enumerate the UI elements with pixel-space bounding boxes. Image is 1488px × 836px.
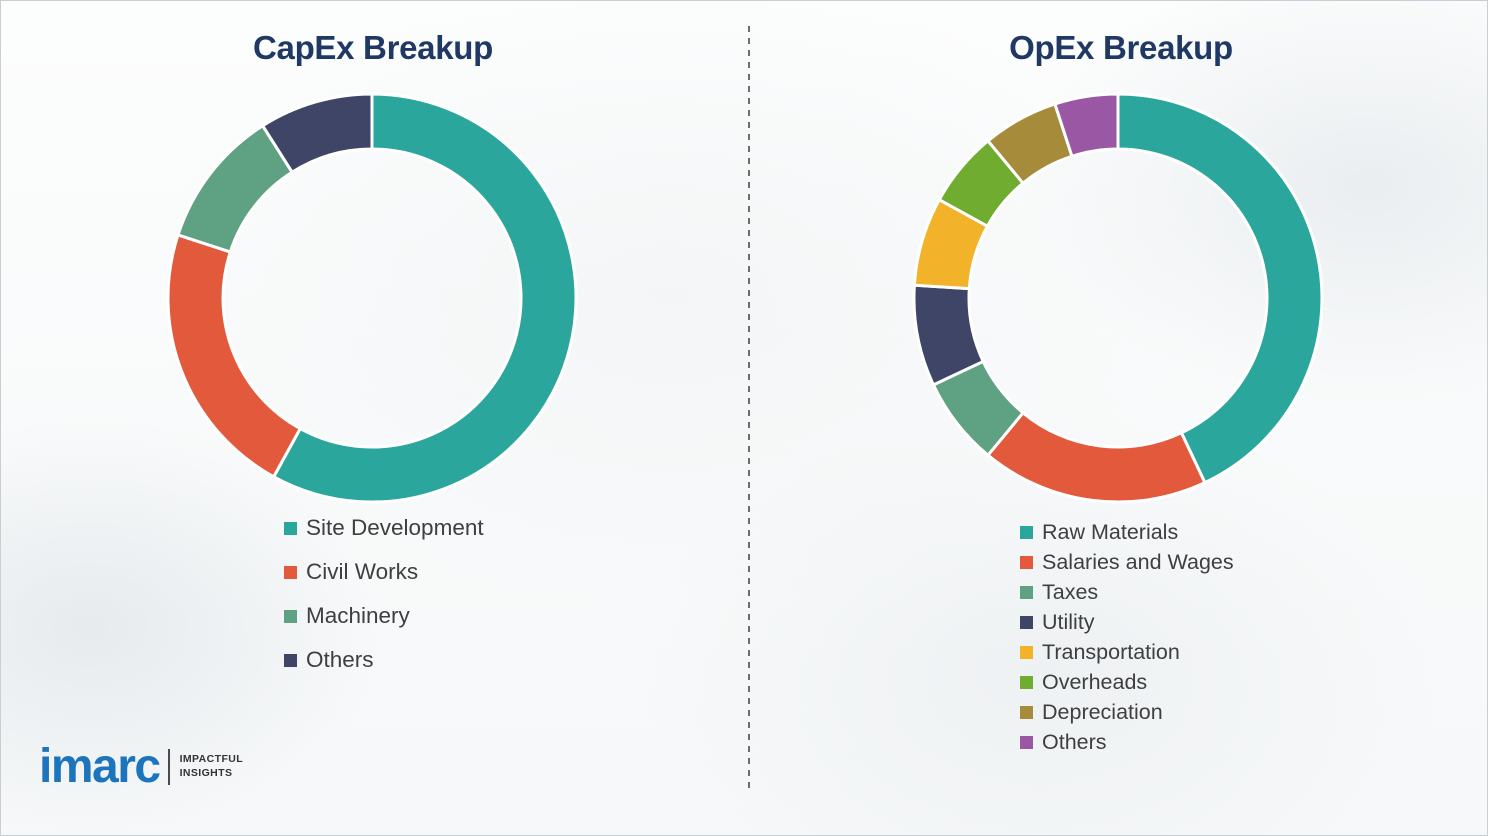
divider-dashed-line (748, 26, 750, 794)
legend-item: Salaries and Wages (1020, 547, 1234, 577)
legend-swatch (284, 653, 297, 667)
legend-item: Depreciation (1020, 697, 1234, 727)
opex-donut-chart (912, 92, 1324, 504)
legend-swatch (1020, 645, 1033, 659)
legend-label: Overheads (1042, 669, 1148, 694)
legend-item: Taxes (1020, 577, 1234, 607)
logo-tagline-line2: INSIGHTS (179, 767, 233, 779)
legend-item: Overheads (1020, 667, 1234, 697)
legend-swatch (1020, 675, 1033, 689)
legend-swatch (1020, 525, 1033, 539)
legend-item: Others (1020, 727, 1234, 757)
legend-label: Depreciation (1042, 699, 1163, 724)
legend-item: Civil Works (284, 559, 484, 585)
legend-label: Others (306, 647, 374, 672)
opex-section: OpEx Breakup Raw Materials Salaries and W… (753, 1, 1487, 835)
legend-item: Raw Materials (1020, 517, 1234, 547)
legend-label: Others (1042, 729, 1107, 754)
legend-item: Machinery (284, 603, 484, 629)
legend-swatch (1020, 615, 1033, 629)
logo-tagline-line1: IMPACTFUL (179, 753, 244, 766)
donut-segment (260, 92, 374, 175)
capex-section: CapEx Breakup Site Development Civil Work… (1, 1, 745, 835)
capex-title: CapEx Breakup (252, 29, 494, 66)
legend-swatch (284, 565, 297, 579)
legend-swatch (284, 609, 297, 623)
legend-item: Transportation (1020, 637, 1234, 667)
logo-divider-bar (167, 749, 170, 785)
legend-swatch (1020, 555, 1033, 569)
legend-item: Others (284, 647, 484, 673)
imarc-logo: imarc IMPACTFUL INSIGHTS (39, 743, 243, 791)
opex-title: OpEx Breakup (1009, 29, 1233, 66)
opex-legend: Raw Materials Salaries and Wages Taxes Util… (1020, 517, 1234, 757)
capex-legend: Site Development Civil Works Machinery Othe… (284, 515, 484, 691)
donut-segment (1053, 92, 1120, 159)
legend-item: Site Development (284, 515, 484, 541)
legend-swatch (1020, 705, 1033, 719)
donut-segment (271, 92, 578, 504)
legend-label: Site Development (306, 515, 484, 540)
legend-swatch (284, 521, 297, 535)
legend-swatch (1020, 585, 1033, 599)
legend-swatch (1020, 735, 1033, 749)
logo-tagline: IMPACTFUL INSIGHTS (180, 753, 243, 780)
capex-donut-chart (166, 92, 578, 504)
legend-label: Civil Works (306, 559, 419, 584)
donut-segment (166, 233, 303, 479)
legend-item: Utility (1020, 607, 1234, 637)
donut-segment (1116, 92, 1324, 485)
legend-label: Transportation (1042, 639, 1180, 664)
legend-label: Utility (1042, 609, 1095, 634)
legend-label: Salaries and Wages (1042, 549, 1234, 574)
imarc-logo-text: imarc (39, 740, 161, 793)
legend-label: Raw Materials (1042, 519, 1179, 544)
donut-segment (985, 410, 1207, 504)
legend-label: Taxes (1042, 579, 1099, 604)
legend-label: Machinery (306, 603, 410, 628)
